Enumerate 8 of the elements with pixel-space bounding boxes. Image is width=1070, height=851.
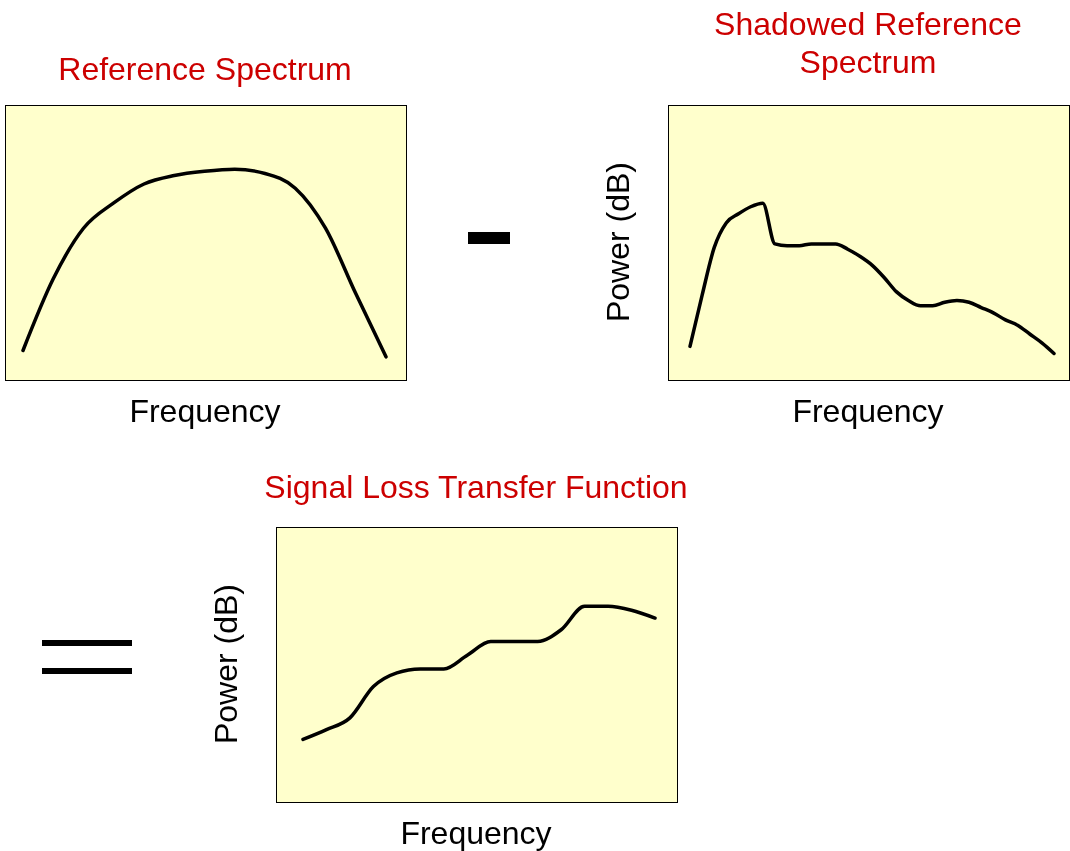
y-axis-title: Power (dB) [599, 161, 637, 325]
chart-title: Shadowed Reference Spectrum [713, 5, 1023, 81]
chart-title: Reference Spectrum [57, 50, 353, 88]
chart-title: Signal Loss Transfer Function [263, 468, 689, 506]
x-axis-title: Frequency [128, 393, 282, 430]
x-axis-title: Frequency [399, 815, 553, 851]
y-axis-title: Power (dB) [207, 583, 245, 747]
x-axis-title: Frequency [791, 393, 945, 430]
